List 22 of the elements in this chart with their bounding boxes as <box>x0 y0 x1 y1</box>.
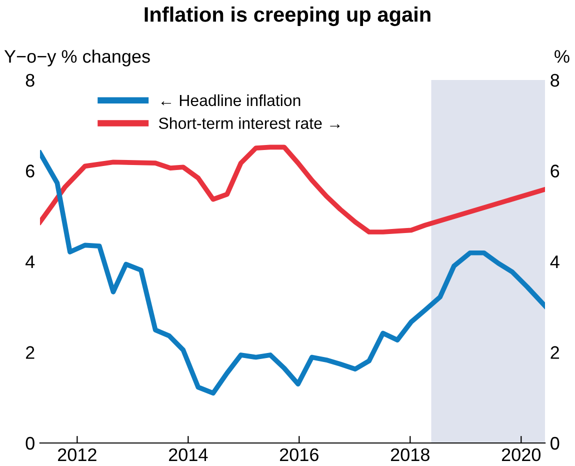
line-series <box>40 144 545 234</box>
legend-label: Short-term interest rate → <box>158 117 340 129</box>
y-tick-label: 4 <box>26 256 35 268</box>
y-axis-title: Y−o−y % changes <box>4 50 150 66</box>
x-tick-label: 2018 <box>390 448 430 462</box>
x-tick-label: 2014 <box>169 448 208 462</box>
y-tick-label: 6 <box>26 164 34 178</box>
y2-tick-label: 0 <box>550 436 560 450</box>
y-tick-label: 8 <box>26 74 34 87</box>
chart-title: Inflation is creeping up again <box>144 6 430 26</box>
x-tick-label: 2016 <box>280 448 318 462</box>
y2-tick-label: 4 <box>550 256 560 268</box>
y-tick-label: 0 <box>26 436 34 450</box>
y-tick-label: 2 <box>26 346 34 359</box>
x-tick-label: 2012 <box>58 448 96 462</box>
y2-axis-title: % <box>554 50 570 63</box>
line-series <box>40 150 545 396</box>
y2-tick-label: 2 <box>550 346 559 359</box>
x-tick-label: 2020 <box>502 448 541 462</box>
y2-tick-label: 8 <box>550 74 560 87</box>
legend-label: ← Headline inflation <box>162 94 300 106</box>
y2-tick-label: 6 <box>550 164 560 178</box>
